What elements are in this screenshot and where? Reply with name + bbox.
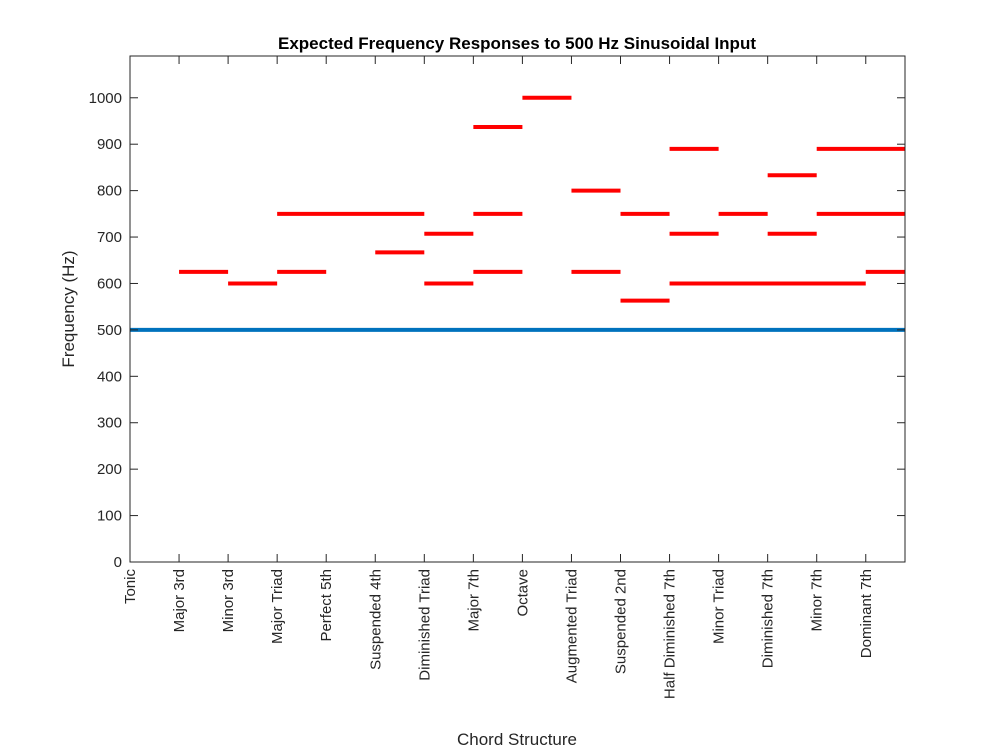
x-tick-label: Suspended 4th	[367, 569, 384, 670]
x-tick-label: Tonic	[122, 569, 139, 605]
y-tick-labels: 0 100 200 300 400 500 600 700 800 900 1000	[89, 90, 122, 571]
y-tick-label: 1000	[89, 90, 122, 107]
x-tick-label: Octave	[514, 569, 531, 617]
x-tick-label: Diminished Triad	[416, 569, 433, 681]
plot-box	[129, 55, 906, 563]
x-tick-label: Half Diminished 7th	[662, 569, 679, 699]
y-axis-label: Frequency (Hz)	[59, 250, 78, 367]
series-layer	[130, 95, 905, 332]
x-tick-label: Minor 3rd	[220, 569, 237, 632]
y-tick-label: 100	[97, 508, 122, 525]
x-tick-label: Major 7th	[465, 569, 482, 632]
plot-area	[130, 56, 905, 562]
y-tick-label: 700	[97, 229, 122, 246]
x-tick-label: Perfect 5th	[318, 569, 335, 642]
x-tick-label: Major Triad	[269, 569, 286, 644]
y-tick-label: 200	[97, 461, 122, 478]
y-tick-label: 400	[97, 368, 122, 385]
x-tick-label: Augmented Triad	[563, 569, 580, 683]
x-tick-label: Minor 7th	[809, 569, 826, 632]
x-axis-label: Chord Structure	[457, 730, 577, 749]
y-tick-label: 0	[114, 554, 122, 571]
x-tick-label: Major 3rd	[171, 569, 188, 632]
chart-title: Expected Frequency Responses to 500 Hz S…	[278, 34, 756, 53]
x-tick-label: Diminished 7th	[760, 569, 777, 668]
x-tick-label: Minor Triad	[711, 569, 728, 644]
x-tick-label: Suspended 2nd	[613, 569, 630, 674]
x-tick-labels: Tonic Major 3rd Minor 3rd Major Triad Perfec…	[122, 569, 875, 700]
x-tick-label: Dominant 7th	[858, 569, 875, 658]
y-tick-label: 800	[97, 183, 122, 200]
y-tick-label: 500	[97, 322, 122, 339]
y-tick-label: 300	[97, 415, 122, 432]
y-tick-label: 600	[97, 275, 122, 292]
y-tick-label: 900	[97, 136, 122, 153]
